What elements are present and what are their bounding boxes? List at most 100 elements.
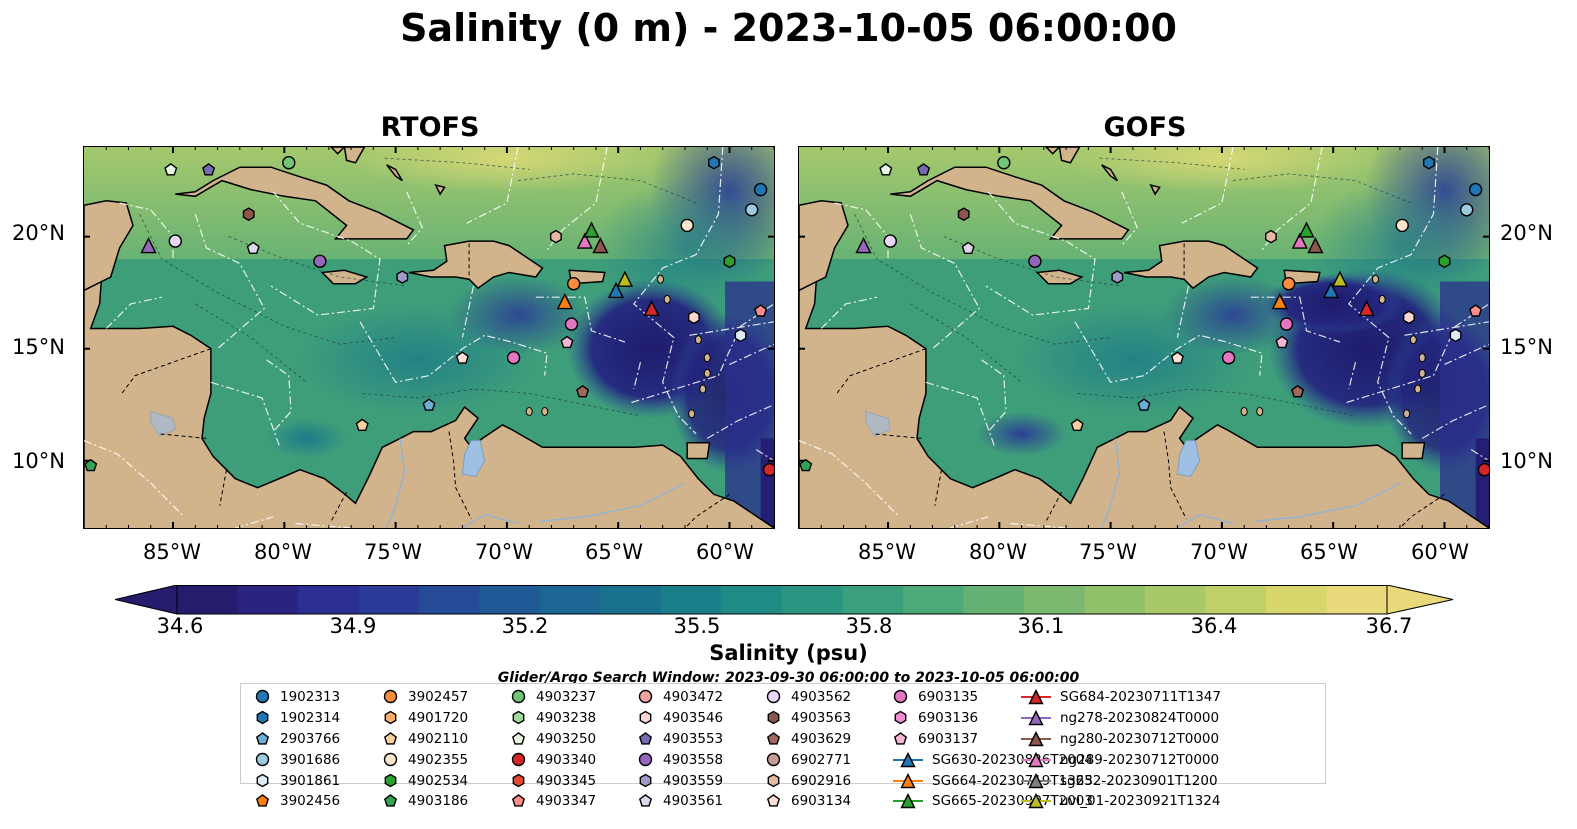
legend-marker-circle-icon: [511, 690, 526, 704]
eez-line: [834, 202, 889, 260]
argo-float-marker: [355, 418, 369, 431]
legend-label: 4903250: [536, 730, 597, 747]
legend-label: 4903629: [791, 730, 852, 747]
legend-item: 3901686: [255, 749, 340, 770]
legend-label: 3901861: [280, 772, 341, 789]
legend-item: 4903472: [638, 687, 723, 708]
colorbar-tick: 36.4: [1190, 614, 1238, 638]
eez-line: [981, 359, 1007, 432]
lon-label-60w-left: 60°W: [696, 540, 754, 564]
argo-float-marker: [961, 241, 975, 255]
lon-label-75w-left: 75°W: [364, 540, 422, 564]
legend-marker-triangle-icon: [1021, 793, 1051, 809]
legend-marker-triangle-icon: [1021, 751, 1051, 767]
lon-label-70w-left: 70°W: [475, 540, 533, 564]
argo-float-marker: [396, 270, 409, 284]
legend-marker-pentagon-icon: [383, 732, 398, 745]
argo-float-marker: [1468, 182, 1483, 197]
eez-line: [535, 296, 626, 343]
eez-line: [799, 440, 900, 518]
glider-marker: [583, 221, 600, 238]
eez-line: [925, 381, 996, 448]
glider-marker: [1291, 232, 1308, 249]
lon-label-65w-right: 65°W: [1300, 540, 1358, 564]
eez-line: [1250, 296, 1341, 343]
legend-marker-pentagon-icon: [511, 794, 526, 807]
legend-marker-pentagon-icon: [638, 794, 653, 807]
argo-float-marker: [917, 163, 931, 176]
legend-item: 4903186: [383, 791, 468, 812]
argo-float-marker: [1221, 350, 1236, 365]
legend-column: 1902313 1902314 2903766 3901686 3901861 39024…: [255, 687, 340, 812]
legend-column: 3902457 4901720 4902110 4902355 4902534 49031…: [383, 687, 468, 812]
legend-item: sg652-20230901T1200: [1021, 770, 1221, 791]
lon-label-75w-right: 75°W: [1079, 540, 1137, 564]
legend-item: 6903135: [893, 687, 1093, 708]
eez-line: [985, 191, 1096, 316]
legend-column: 4903562 4903563 4903629 6902771 6902916 69031…: [766, 687, 851, 812]
land: [1149, 183, 1161, 196]
eez-line: [235, 516, 274, 528]
colorbar-bin: [600, 585, 662, 614]
eez-line: [1470, 449, 1489, 462]
legend-marker-hexagon-icon: [256, 773, 269, 787]
eez-line: [1421, 404, 1489, 439]
glider-marker: [1307, 237, 1324, 254]
bathymetry-contour: [1099, 157, 1245, 170]
argo-float-marker: [1291, 384, 1305, 398]
legend-marker-circle-icon: [893, 690, 908, 704]
eez-line: [755, 449, 774, 462]
colorbar-extend-max: [1386, 584, 1454, 615]
argo-float-marker: [282, 155, 296, 170]
lon-label-70w-right: 70°W: [1190, 540, 1248, 564]
legend-marker-circle-icon: [638, 690, 653, 704]
legend-label: 4903561: [663, 793, 724, 810]
bathymetry-contour: [384, 157, 530, 170]
lat-label-10n-left: 10°N: [12, 449, 65, 473]
legend-label: 4903562: [791, 689, 852, 706]
legend-item: 1902313: [255, 687, 340, 708]
legend-item: 4903345: [511, 770, 596, 791]
legend-item: 6903134: [766, 791, 851, 812]
argo-float-marker: [164, 163, 178, 176]
eez-line: [1176, 285, 1190, 338]
legend-label: 6903137: [918, 730, 979, 747]
legend-marker-circle-icon: [383, 752, 398, 766]
legend-label: 4902355: [408, 751, 469, 768]
land: [1101, 164, 1118, 182]
eez-line: [1010, 522, 1067, 528]
eez-line: [689, 321, 774, 336]
legend-item: 4903629: [766, 729, 851, 750]
legend-marker-circle-icon: [766, 752, 781, 766]
argo-float-marker: [879, 163, 893, 176]
argo-float-marker: [564, 317, 579, 331]
lon-label-85w-left: 85°W: [143, 540, 201, 564]
eez-line: [1348, 362, 1357, 390]
legend-marker-pentagon-icon: [638, 732, 653, 745]
colorbar-bin: [419, 585, 481, 614]
lat-label-20n-left: 20°N: [12, 221, 65, 245]
legend-marker-triangle-icon: [1021, 730, 1051, 747]
argo-float-marker: [997, 155, 1011, 170]
argo-float-marker: [246, 241, 260, 255]
colorbar-bin: [479, 585, 541, 614]
colorbar-bin: [1084, 585, 1146, 614]
lon-label-80w-left: 80°W: [254, 540, 312, 564]
legend-item: 4903340: [511, 749, 596, 770]
land: [1045, 147, 1081, 164]
argo-float-marker: [1170, 351, 1184, 364]
lon-label-65w-left: 65°W: [585, 540, 643, 564]
panel-title-rtofs: RTOFS: [380, 112, 480, 143]
argo-float-marker: [202, 163, 216, 176]
legend-label: SG684-20230711T1347: [1060, 689, 1221, 706]
lake: [461, 440, 486, 478]
glider-marker: [592, 237, 609, 254]
legend-item: 4903559: [638, 770, 723, 791]
legend-marker-hexagon-icon: [384, 710, 397, 725]
legend-marker-pentagon-icon: [511, 732, 526, 745]
argo-float-marker: [1423, 155, 1435, 170]
eez-line: [105, 296, 163, 329]
argo-float-marker: [688, 310, 700, 325]
lat-label-15n-left: 15°N: [12, 335, 65, 359]
legend-item: 6903137: [893, 729, 1093, 750]
